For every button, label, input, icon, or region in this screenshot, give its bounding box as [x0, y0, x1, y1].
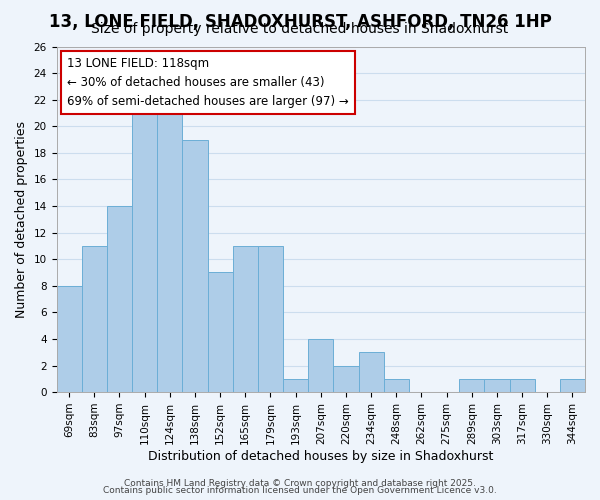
Text: Size of property relative to detached houses in Shadoxhurst: Size of property relative to detached ho…: [91, 22, 509, 36]
Bar: [132, 100, 157, 392]
Bar: [56, 286, 82, 392]
Bar: [208, 272, 233, 392]
Text: 13 LONE FIELD: 118sqm
← 30% of detached houses are smaller (43)
69% of semi-deta: 13 LONE FIELD: 118sqm ← 30% of detached …: [67, 57, 349, 108]
Bar: [334, 366, 359, 392]
Bar: [82, 246, 107, 392]
X-axis label: Distribution of detached houses by size in Shadoxhurst: Distribution of detached houses by size …: [148, 450, 493, 462]
Bar: [484, 379, 509, 392]
Y-axis label: Number of detached properties: Number of detached properties: [15, 121, 28, 318]
Bar: [308, 339, 334, 392]
Bar: [383, 379, 409, 392]
Text: 13, LONE FIELD, SHADOXHURST, ASHFORD, TN26 1HP: 13, LONE FIELD, SHADOXHURST, ASHFORD, TN…: [49, 12, 551, 30]
Bar: [157, 100, 182, 392]
Bar: [283, 379, 308, 392]
Bar: [509, 379, 535, 392]
Bar: [359, 352, 383, 392]
Bar: [107, 206, 132, 392]
Text: Contains HM Land Registry data © Crown copyright and database right 2025.: Contains HM Land Registry data © Crown c…: [124, 478, 476, 488]
Bar: [182, 140, 208, 392]
Bar: [258, 246, 283, 392]
Text: Contains public sector information licensed under the Open Government Licence v3: Contains public sector information licen…: [103, 486, 497, 495]
Bar: [459, 379, 484, 392]
Bar: [560, 379, 585, 392]
Bar: [233, 246, 258, 392]
